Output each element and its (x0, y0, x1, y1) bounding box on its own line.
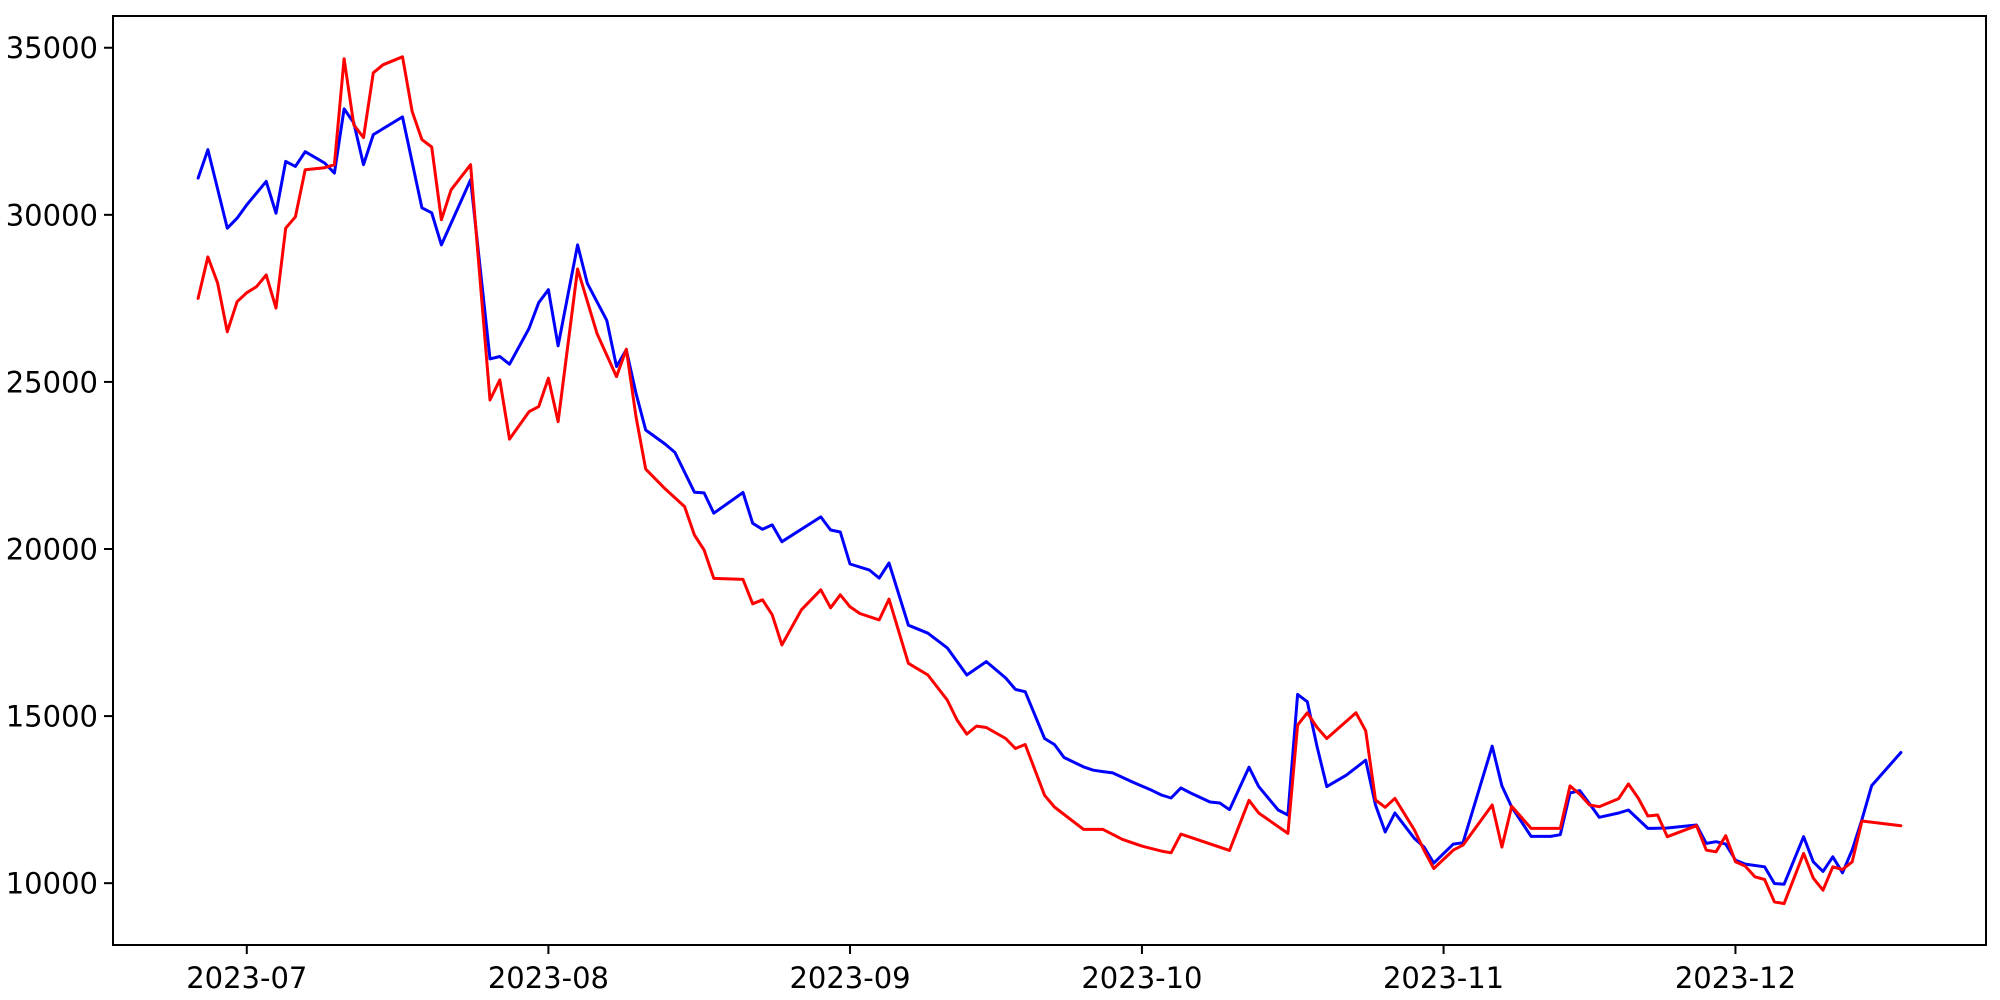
y-tick-label: 30000 (6, 198, 98, 232)
x-tick-label: 2023-07 (186, 961, 307, 995)
x-tick-label: 2023-11 (1383, 961, 1504, 995)
series-red-line (196, 55, 1903, 906)
x-tick-label: 2023-12 (1675, 961, 1796, 995)
y-tick-label: 20000 (6, 532, 98, 566)
x-tick-label: 2023-08 (488, 961, 609, 995)
x-tick-label: 2023-09 (789, 961, 910, 995)
axes-spines (112, 15, 1987, 946)
series-blue-line (196, 107, 1903, 886)
y-tick-label: 10000 (6, 867, 98, 901)
x-tick-label: 2023-10 (1081, 961, 1202, 995)
y-tick-label: 35000 (6, 31, 98, 65)
y-tick-label: 15000 (6, 700, 98, 734)
y-tick-label: 25000 (6, 365, 98, 399)
